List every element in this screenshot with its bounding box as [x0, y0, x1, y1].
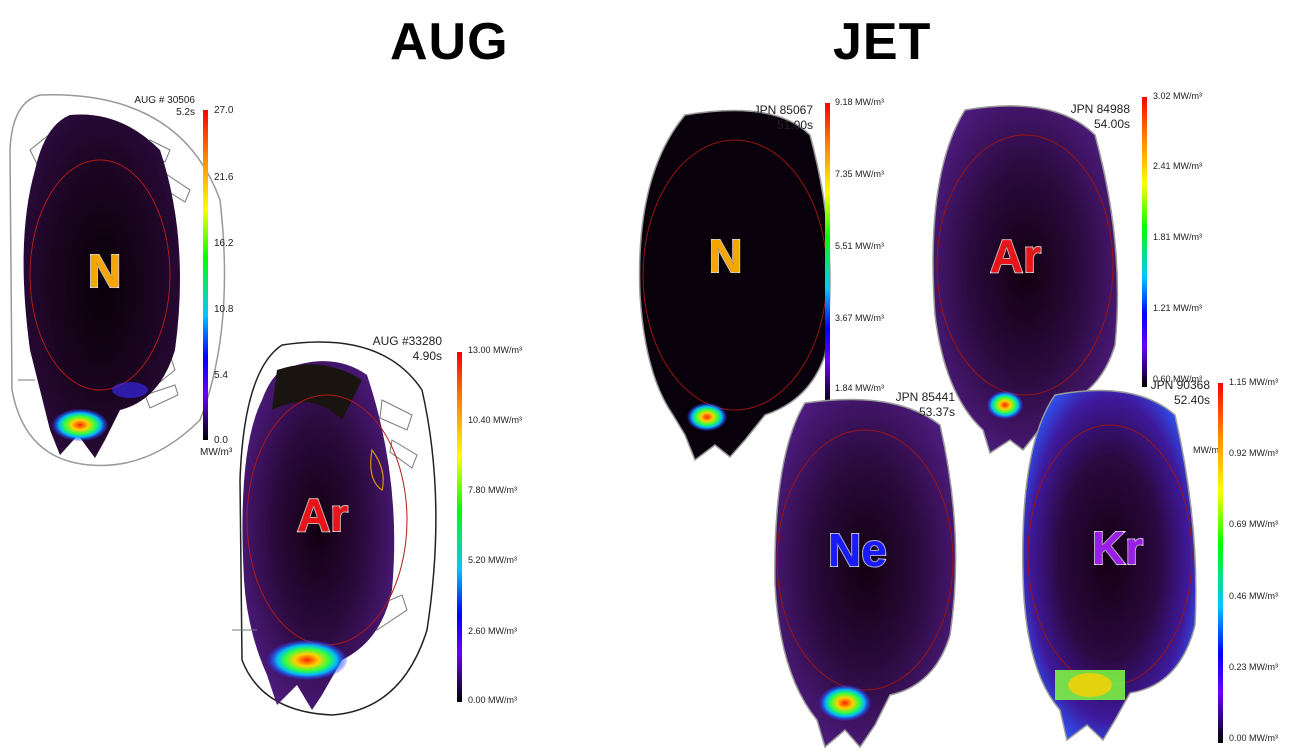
colorbar-tick: 7.80 MW/m³ — [468, 485, 518, 495]
species-label-ar: Ar — [989, 230, 1042, 282]
jpn-85067-cross-section — [638, 109, 831, 462]
jpn-85067-panel: JPN 85067 51.00s 9.18 MW/m³ 7.35 MW/m³ 5… — [625, 95, 905, 465]
colorbar-tick: 0.0 — [214, 435, 228, 446]
jpn-84988-cross-section — [932, 105, 1119, 455]
colorbar-tick: 5.51 MW/m³ — [835, 241, 885, 251]
jpn-85067-shot: JPN 85067 51.00s — [713, 103, 813, 133]
jpn-85441-shot: JPN 85441 53.37s — [855, 390, 955, 420]
shot-number: AUG # 30506 — [134, 95, 195, 106]
aug-33280-cross-section — [232, 341, 437, 716]
colorbar-tick: 0.23 MW/m³ — [1229, 662, 1279, 672]
species-text: Ne — [827, 524, 888, 576]
species-label-n: N — [87, 245, 122, 297]
colorbar-unit: MW/m³ — [1193, 445, 1222, 455]
aug-33280-colorbar — [457, 352, 462, 702]
colorbar-tick: 0.00 MW/m³ — [1229, 733, 1279, 743]
jpn-84988-panel: JPN 84988 54.00s 3.02 MW/m³ 2.41 MW/m³ 1… — [925, 91, 1255, 465]
colorbar-tick: 16.2 — [214, 238, 234, 249]
colorbar-tick: 10.40 MW/m³ — [468, 415, 523, 425]
jet-heading: JET — [833, 13, 932, 71]
aug-30506-shot: AUG # 30506 5.2s — [100, 95, 195, 119]
shot-number: JPN 90368 — [1150, 378, 1210, 392]
shot-number: JPN 85067 — [753, 103, 813, 117]
aug-30506-cross-section — [9, 94, 226, 467]
shot-time: 54.00s — [1093, 117, 1130, 131]
species-label-ar: Ar — [296, 489, 349, 541]
jpn-90368-shot: JPN 90368 52.40s — [1110, 378, 1210, 408]
species-text: Ar — [989, 230, 1042, 282]
species-text: Ar — [296, 489, 349, 541]
jpn-90368-colorbar — [1218, 383, 1223, 743]
colorbar-tick: 0.60 MW/m³ — [1153, 374, 1203, 384]
jpn-90368-panel: JPN 90368 52.40s 1.15 MW/m³ 0.92 MW/m³ 0… — [1015, 375, 1290, 750]
colorbar-tick: 21.6 — [214, 172, 234, 183]
colorbar-tick: 1.21 MW/m³ — [1153, 303, 1203, 313]
colorbar-tick: 27.0 — [214, 105, 234, 116]
colorbar-tick: 1.84 MW/m³ — [835, 383, 885, 393]
colorbar-tick: 3.67 MW/m³ — [835, 313, 885, 323]
species-label-ne: Ne — [827, 524, 888, 576]
shot-time: 4.90s — [412, 349, 442, 363]
species-text: N — [708, 230, 743, 282]
colorbar-tick: 2.60 MW/m³ — [468, 626, 518, 636]
colorbar-tick: 13.00 MW/m³ — [468, 345, 523, 355]
colorbar-tick: 0.46 MW/m³ — [1229, 591, 1279, 601]
jpn-90368-cross-section — [1022, 389, 1197, 742]
shot-number: JPN 85441 — [895, 390, 955, 404]
colorbar-tick: 1.15 MW/m³ — [1229, 377, 1279, 387]
aug-heading: AUG — [390, 13, 509, 71]
shot-number: JPN 84988 — [1070, 102, 1130, 116]
colorbar-tick: 3.02 MW/m³ — [1153, 91, 1203, 101]
aug-30506-colorbar — [203, 110, 208, 440]
colorbar-tick: 10.8 — [214, 304, 234, 315]
colorbar-tick: 0.69 MW/m³ — [1229, 519, 1279, 529]
jpn-85441-cross-section — [774, 398, 957, 749]
colorbar-tick: 2.41 MW/m³ — [1153, 161, 1203, 171]
shot-time: 53.37s — [918, 405, 955, 419]
jpn-85441-panel: JPN 85441 53.37s Ne — [765, 385, 985, 755]
colorbar-tick: 9.18 MW/m³ — [835, 97, 885, 107]
species-label-n: N — [708, 230, 743, 282]
shot-number: AUG #33280 — [372, 334, 442, 348]
aug-33280-panel: AUG #33280 4.90s 13.00 MW/m³ 10.40 MW/m³… — [222, 330, 552, 720]
colorbar-tick: 5.4 — [214, 370, 228, 381]
jpn-85067-colorbar — [825, 103, 830, 403]
species-label-kr: Kr — [1091, 522, 1144, 574]
species-text: Kr — [1091, 522, 1144, 574]
shot-time: 5.2s — [176, 107, 195, 118]
colorbar-tick: 0.92 MW/m³ — [1229, 448, 1279, 458]
jpn-84988-shot: JPN 84988 54.00s — [1030, 102, 1130, 132]
shot-time: 51.00s — [776, 118, 813, 132]
colorbar-tick: 0.00 MW/m³ — [468, 695, 518, 705]
colorbar-unit: MW/m³ — [200, 447, 233, 458]
aug-30506-panel: AUG # 30506 5.2s 27.0 21.6 16.2 10.8 5.4… — [0, 90, 240, 470]
colorbar-tick: 1.81 MW/m³ — [1153, 232, 1203, 242]
jpn-84988-colorbar — [1142, 97, 1147, 387]
species-text: N — [87, 245, 122, 297]
colorbar-tick: 7.35 MW/m³ — [835, 169, 885, 179]
aug-33280-shot: AUG #33280 4.90s — [322, 334, 442, 364]
shot-time: 52.40s — [1173, 393, 1210, 407]
colorbar-tick: 5.20 MW/m³ — [468, 555, 518, 565]
